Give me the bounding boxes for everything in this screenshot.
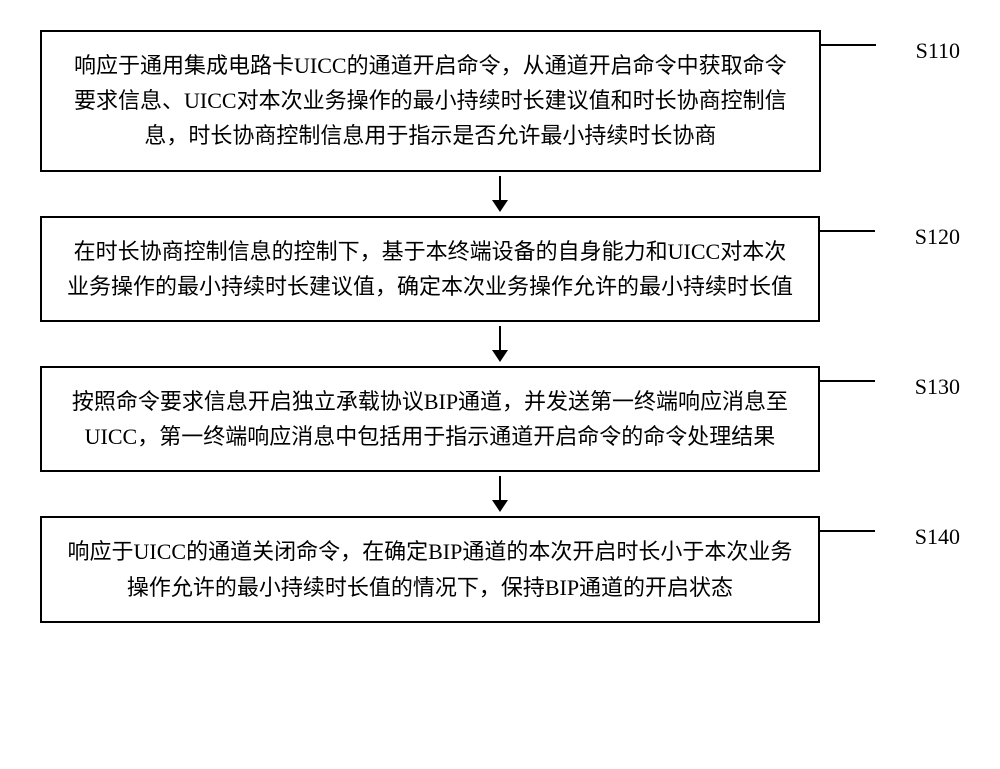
step-box-1: 响应于通用集成电路卡UICC的通道开启命令，从通道开启命令中获取命令要求信息、U… xyxy=(40,30,821,172)
step-label-3: S130 xyxy=(915,374,960,400)
flowchart-container: 响应于通用集成电路卡UICC的通道开启命令，从通道开启命令中获取命令要求信息、U… xyxy=(40,30,960,623)
arrow-line-3 xyxy=(499,476,501,500)
arrow-container-1 xyxy=(90,176,910,212)
arrow-2 xyxy=(492,326,508,362)
step-text-1: 响应于通用集成电路卡UICC的通道开启命令，从通道开启命令中获取命令要求信息、U… xyxy=(66,48,795,154)
connector-line-4 xyxy=(818,530,875,532)
step-text-4: 响应于UICC的通道关闭命令，在确定BIP通道的本次开启时长小于本次业务操作允许… xyxy=(66,534,794,604)
step-box-4: 响应于UICC的通道关闭命令，在确定BIP通道的本次开启时长小于本次业务操作允许… xyxy=(40,516,820,622)
step-label-2: S120 xyxy=(915,224,960,250)
connector-line-3 xyxy=(818,380,875,382)
arrow-head-2 xyxy=(492,350,508,362)
arrow-line-2 xyxy=(499,326,501,350)
arrow-container-3 xyxy=(90,476,910,512)
step-container-4: 响应于UICC的通道关闭命令，在确定BIP通道的本次开启时长小于本次业务操作允许… xyxy=(40,516,960,622)
arrow-3 xyxy=(492,476,508,512)
step-container-1: 响应于通用集成电路卡UICC的通道开启命令，从通道开启命令中获取命令要求信息、U… xyxy=(40,30,960,172)
step-text-2: 在时长协商控制信息的控制下，基于本终端设备的自身能力和UICC对本次业务操作的最… xyxy=(66,234,794,304)
connector-line-2 xyxy=(818,230,875,232)
arrow-head-3 xyxy=(492,500,508,512)
step-container-3: 按照命令要求信息开启独立承载协议BIP通道，并发送第一终端响应消息至UICC，第… xyxy=(40,366,960,472)
connector-line-1 xyxy=(819,44,876,46)
arrow-1 xyxy=(492,176,508,212)
step-container-2: 在时长协商控制信息的控制下，基于本终端设备的自身能力和UICC对本次业务操作的最… xyxy=(40,216,960,322)
step-box-3: 按照命令要求信息开启独立承载协议BIP通道，并发送第一终端响应消息至UICC，第… xyxy=(40,366,820,472)
step-text-3: 按照命令要求信息开启独立承载协议BIP通道，并发送第一终端响应消息至UICC，第… xyxy=(66,384,794,454)
step-label-4: S140 xyxy=(915,524,960,550)
step-label-1: S110 xyxy=(916,38,960,64)
step-box-2: 在时长协商控制信息的控制下，基于本终端设备的自身能力和UICC对本次业务操作的最… xyxy=(40,216,820,322)
arrow-head-1 xyxy=(492,200,508,212)
arrow-container-2 xyxy=(90,326,910,362)
arrow-line-1 xyxy=(499,176,501,200)
